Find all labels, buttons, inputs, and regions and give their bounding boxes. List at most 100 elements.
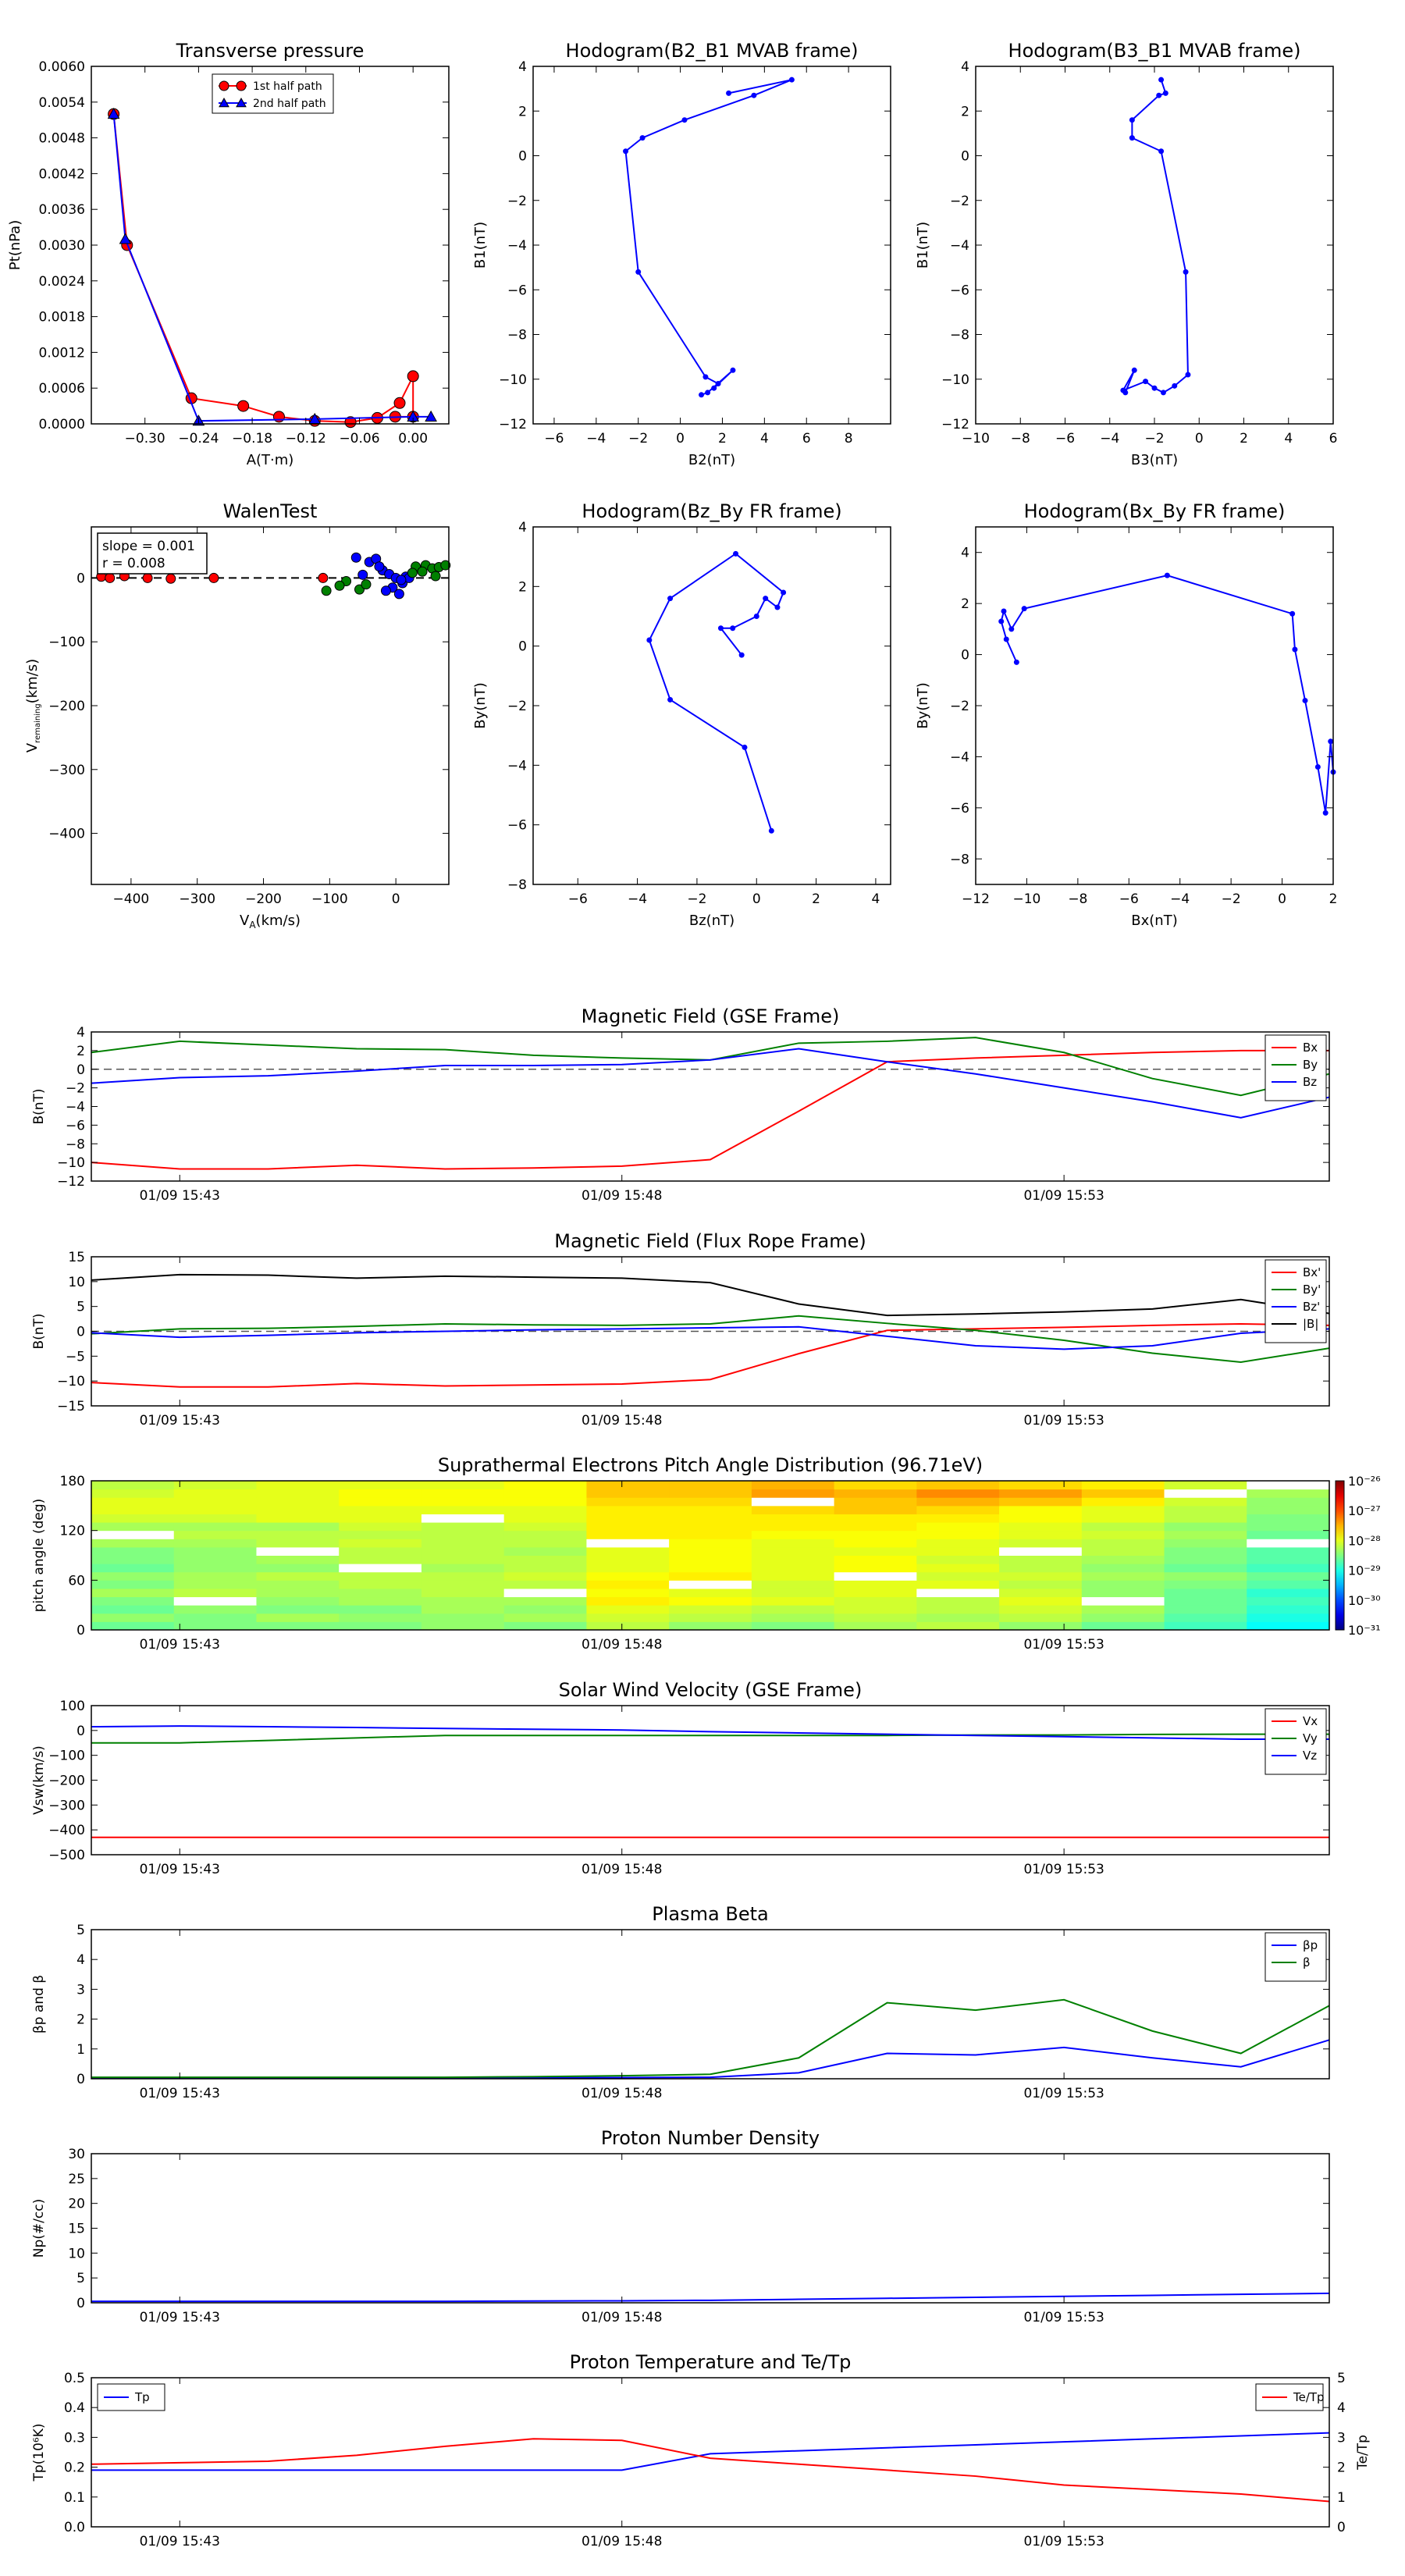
- pad-heatmap-cell: [91, 1514, 175, 1523]
- np-series-line: [91, 2292, 1330, 2303]
- beta-ytick-label: 3: [76, 1982, 85, 1998]
- pad-heatmap-cell: [586, 1613, 670, 1622]
- h2-title: Hodogram(B3_B1 MVAB frame): [1008, 40, 1301, 62]
- pad-heatmap-cell: [91, 1621, 175, 1631]
- pad-heatmap-cell: [1164, 1571, 1247, 1581]
- bfr-series-line: [91, 1273, 1330, 1317]
- pad-heatmap-cell: [1081, 1546, 1165, 1556]
- pad-heatmap-cell: [339, 1489, 422, 1498]
- pad-heatmap-cell: [999, 1497, 1083, 1507]
- pad-heatmap-cell: [669, 1489, 752, 1498]
- h1-xlabel: B2(nT): [688, 452, 735, 468]
- bgse-ytick-label: −12: [57, 1174, 85, 1190]
- h4-xtick-label: 0: [1278, 891, 1286, 907]
- vsw-plot-frame: [91, 1705, 1330, 1856]
- tp-series-line: [112, 113, 414, 423]
- h1-ylabel: B1(nT): [472, 222, 489, 269]
- pad-heatmap-cell: [834, 1522, 917, 1532]
- pad-heatmap-cell: [256, 1505, 340, 1514]
- bfr-ytick-label: −10: [57, 1374, 85, 1389]
- tp-legend-label: 1st half path: [253, 80, 322, 93]
- tp-legend: [212, 73, 334, 114]
- tpr-xtick-label: 01/09 15:53: [1023, 2534, 1104, 2549]
- pad-colorbar-label: 10⁻²⁹: [1348, 1564, 1381, 1578]
- tpr-ytick-label: 0.4: [64, 2400, 85, 2416]
- pad-heatmap-cell: [1247, 1580, 1330, 1589]
- h1-data-point: [681, 117, 688, 123]
- np-xtick-label: 01/09 15:48: [582, 2310, 662, 2325]
- pad-heatmap-cell: [999, 1481, 1083, 1490]
- pad-heatmap-cell: [1081, 1481, 1165, 1490]
- h2-data-point: [1156, 92, 1162, 98]
- bgse-ytick-label: 4: [76, 1025, 85, 1041]
- pad-heatmap-cell: [751, 1564, 835, 1573]
- pad-heatmap-cell: [1247, 1539, 1330, 1548]
- pad-heatmap-cell: [339, 1596, 422, 1606]
- tpr-ytick-label-right: 3: [1337, 2430, 1346, 2446]
- pad-heatmap-cell: [421, 1514, 505, 1523]
- pad-heatmap-cell: [91, 1546, 175, 1556]
- pad-heatmap-cell: [916, 1596, 1000, 1606]
- pad-heatmap-cell: [834, 1613, 917, 1622]
- pad-heatmap-cell: [916, 1522, 1000, 1532]
- pad-heatmap-cell: [586, 1571, 670, 1581]
- pad-heatmap-cell: [1164, 1546, 1247, 1556]
- h4-data-point: [1328, 738, 1334, 745]
- pad-heatmap-cell: [1081, 1564, 1165, 1573]
- pad-heatmap-cell: [1081, 1613, 1165, 1622]
- h3-ytick-label: 2: [518, 579, 527, 595]
- walen-data-point: [417, 566, 428, 577]
- bfr-ytick-label: −5: [66, 1349, 85, 1364]
- bgse-title: Magnetic Field (GSE Frame): [582, 1005, 840, 1027]
- tp-ytick-label: 0.0006: [39, 381, 85, 397]
- walen-data-point: [380, 585, 391, 596]
- pad-heatmap-cell: [916, 1546, 1000, 1556]
- walen-data-point: [407, 568, 418, 578]
- walen-data-point: [440, 560, 451, 571]
- tpr-legend: [1255, 2383, 1324, 2411]
- pad-xtick-label: 01/09 15:48: [582, 1637, 662, 1653]
- tp-title: Transverse pressure: [176, 40, 365, 62]
- pad-heatmap-cell: [421, 1605, 505, 1614]
- h2-ylabel: B1(nT): [915, 222, 931, 269]
- pad-heatmap-cell: [669, 1530, 752, 1539]
- tpr-ytick-label: 0.0: [64, 2520, 85, 2535]
- pad-heatmap-cell: [339, 1530, 422, 1539]
- pad-heatmap-cell: [1247, 1564, 1330, 1573]
- pad-heatmap-cell: [834, 1489, 917, 1498]
- h4-ytick-label: 2: [961, 596, 969, 612]
- walen-ytick-label: 0: [76, 571, 85, 586]
- h3-ytick-label: −2: [507, 699, 527, 714]
- beta-ytick-label: 1: [76, 2042, 85, 2058]
- h4-ytick-label: 0: [961, 648, 969, 664]
- pad-heatmap-cell: [916, 1621, 1000, 1631]
- h1-data-point: [699, 392, 705, 398]
- bgse-ytick-label: −6: [66, 1118, 85, 1133]
- bgse-legend-label: Bx: [1303, 1041, 1318, 1055]
- vsw-ytick-label: −200: [48, 1774, 85, 1789]
- pad-colorbar-label: 10⁻²⁸: [1348, 1533, 1381, 1548]
- bgse-xtick-label: 01/09 15:43: [140, 1188, 220, 1204]
- h4-ylabel: By(nT): [915, 682, 931, 728]
- pad-heatmap-cell: [999, 1539, 1083, 1548]
- h1-xtick-label: 0: [676, 431, 685, 447]
- h3-series-line: [648, 553, 784, 831]
- pad-heatmap-cell: [916, 1539, 1000, 1548]
- pad-heatmap-cell: [834, 1530, 917, 1539]
- pad-heatmap-cell: [1164, 1555, 1247, 1564]
- pad-heatmap-cell: [173, 1530, 257, 1539]
- vsw-legend-label: Vz: [1303, 1749, 1317, 1763]
- bfr-legend-label: Bz': [1303, 1300, 1320, 1314]
- walen-xlabel: VA(km/s): [240, 913, 301, 930]
- pad-heatmap-cell: [586, 1522, 670, 1532]
- bfr-legend-label: Bx': [1303, 1265, 1321, 1279]
- tpr-ytick-label-right: 4: [1337, 2400, 1346, 2416]
- h2-data-point: [1151, 385, 1158, 391]
- h1-ytick-label: 4: [518, 59, 527, 75]
- h2-xtick-label: 6: [1329, 431, 1338, 447]
- pad-heatmap-cell: [1081, 1621, 1165, 1631]
- pad-heatmap-cell: [421, 1596, 505, 1606]
- h2-xtick-label: −8: [1011, 431, 1030, 447]
- h1-ytick-label: 2: [518, 104, 527, 119]
- vsw-legend-label: Vy: [1303, 1731, 1318, 1745]
